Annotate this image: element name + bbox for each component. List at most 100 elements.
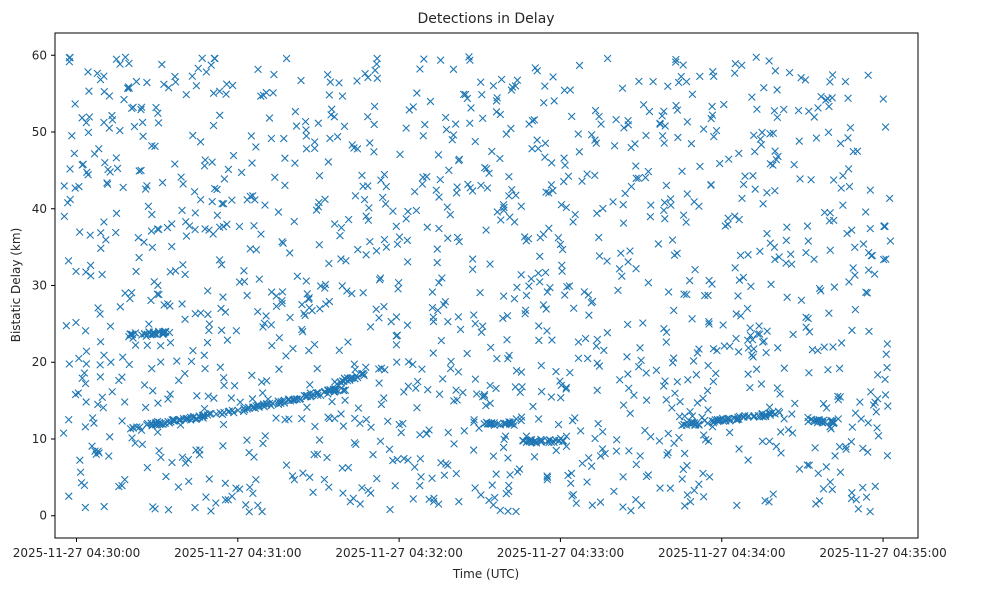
data-point [776,428,785,436]
data-point [773,344,782,352]
data-point [656,484,664,492]
data-point [678,167,686,176]
data-point [492,97,501,105]
data-point [824,94,832,103]
data-point [517,270,525,279]
data-point [410,187,419,196]
data-point [749,171,757,180]
data-point [512,366,521,375]
data-point [219,442,227,450]
data-point [131,341,140,349]
data-point [696,162,704,171]
data-point [323,70,332,79]
data-point [274,397,282,405]
data-point [389,207,397,215]
data-point [340,122,349,131]
data-point [288,472,297,480]
data-point [212,410,221,418]
data-point [599,204,607,213]
data-point [393,455,402,464]
data-point [419,173,427,182]
data-point [815,284,824,293]
data-point [372,474,381,483]
data-point [107,358,115,367]
data-point [477,491,485,499]
data-point [686,407,694,416]
data-point [303,403,311,412]
data-point [408,360,417,369]
data-point [416,65,424,73]
data-point [222,90,230,98]
data-point [219,199,228,208]
data-point [372,305,381,314]
data-point [558,245,567,254]
data-point [262,376,271,385]
data-point [522,236,531,245]
data-point [96,228,105,237]
data-point [88,442,96,450]
data-point [679,61,687,69]
data-point [496,506,505,515]
data-point [562,383,571,392]
data-point [380,235,389,244]
data-point [765,57,773,65]
data-point [864,419,872,427]
data-point [325,91,334,99]
data-point [610,487,618,496]
data-point [221,496,230,504]
data-point [530,453,539,461]
data-point [419,131,428,140]
data-point [380,302,388,311]
data-point [561,161,569,170]
data-point [81,503,90,512]
data-point [490,493,499,502]
data-point [370,102,379,111]
data-point [797,73,805,82]
data-point [866,507,874,516]
data-point [543,472,551,480]
data-point [108,387,116,396]
data-point [305,346,313,355]
data-point [652,366,661,375]
data-point [196,309,205,317]
data-point [252,475,260,484]
data-point [775,253,783,261]
y-tick-label: 60 [32,48,47,62]
data-point [733,501,741,510]
data-point [644,278,653,287]
data-point [379,394,388,402]
data-point [502,489,511,498]
data-point [235,485,244,493]
data-point [337,255,345,263]
data-point [448,135,457,144]
data-point [770,243,779,251]
data-point [274,400,283,409]
data-point [160,80,168,89]
data-point [98,270,106,279]
data-point [541,82,549,90]
data-point [534,269,543,277]
data-point [603,54,612,63]
data-point [354,404,363,412]
data-point [735,149,743,158]
data-point [195,450,204,459]
data-point [672,55,680,64]
data-point [810,255,818,264]
data-point [246,245,255,253]
data-point [137,105,145,114]
data-point [851,305,860,314]
data-point [247,371,256,380]
data-point [362,415,371,424]
data-point [314,391,322,400]
data-point [773,384,782,392]
data-point [435,224,443,233]
data-point [466,184,474,192]
data-point [144,202,153,211]
data-point [545,436,554,444]
data-point [193,391,201,400]
data-point [282,461,291,469]
data-point [335,346,344,355]
data-point [245,404,254,413]
data-point [104,165,112,174]
data-point [129,423,137,432]
